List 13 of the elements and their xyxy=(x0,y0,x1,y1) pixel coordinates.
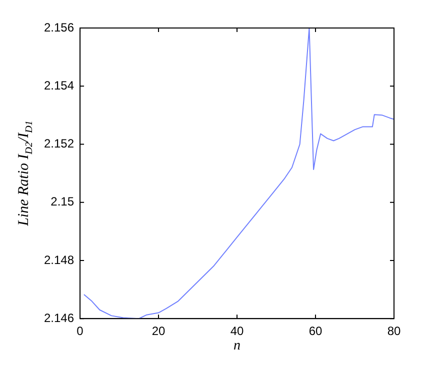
y-tick-label: 2.146 xyxy=(44,310,74,325)
x-axis-title: n xyxy=(234,338,241,354)
x-tick-label: 0 xyxy=(76,324,84,338)
y-tick-label: 2.154 xyxy=(44,78,74,92)
y-tick-label: 2.152 xyxy=(44,136,74,151)
y-axis-title: Line Ratio ID2/ID1 xyxy=(16,120,35,227)
y-tick-label: 2.156 xyxy=(44,20,74,34)
x-tick-label: 80 xyxy=(387,324,401,338)
y-tick-label: 2.15 xyxy=(50,194,74,209)
x-tick-label: 60 xyxy=(308,324,322,338)
x-tick-label: 20 xyxy=(152,324,166,338)
y-tick-label: 2.148 xyxy=(44,252,74,267)
x-tick-label: 40 xyxy=(230,324,244,338)
